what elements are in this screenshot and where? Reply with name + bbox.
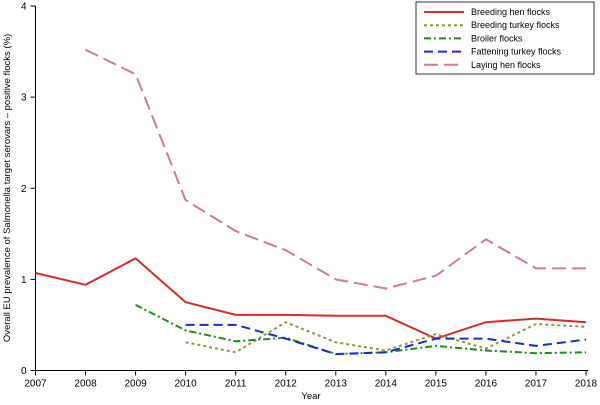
y-axis-ticks: 0 1 2 3 4 bbox=[21, 2, 36, 377]
x-tick-label-2013: 2013 bbox=[325, 379, 348, 390]
x-tick-label-2018: 2018 bbox=[575, 379, 598, 390]
x-tick-label-2016: 2016 bbox=[475, 379, 498, 390]
legend-label-breeding-hen-flocks: Breeding hen flocks bbox=[471, 7, 551, 17]
series-line-breeding-turkey-flocks bbox=[185, 321, 587, 354]
x-tick-label-2017: 2017 bbox=[525, 379, 548, 390]
series-line-breeding-hen-flocks bbox=[35, 257, 587, 340]
legend-items: Breeding hen flocks Breeding turkey flock… bbox=[424, 7, 562, 70]
y-tick-label-3: 3 bbox=[21, 93, 27, 104]
y-axis-title: Overall EU prevalence of Salmonella targ… bbox=[2, 34, 13, 342]
legend-label-breeding-turkey-flocks: Breeding turkey flocks bbox=[471, 20, 560, 30]
x-tick-label-2014: 2014 bbox=[375, 379, 398, 390]
series-line-broiler-flocks bbox=[135, 304, 587, 356]
x-axis-ticks: 2007 2008 2009 2010 2011 2012 2013 2014 2015 2016… bbox=[24, 370, 598, 390]
x-tick-label-2009: 2009 bbox=[124, 379, 147, 390]
x-tick-label-2007: 2007 bbox=[24, 379, 47, 390]
y-tick-label-0: 0 bbox=[21, 366, 27, 377]
series-layer bbox=[35, 48, 587, 356]
y-tick-label-2: 2 bbox=[21, 184, 27, 195]
x-tick-label-2008: 2008 bbox=[74, 379, 97, 390]
x-tick-label-2010: 2010 bbox=[175, 379, 198, 390]
series-line-laying-hen-flocks bbox=[85, 48, 586, 290]
x-tick-label-2012: 2012 bbox=[275, 379, 298, 390]
legend-label-broiler-flocks: Broiler flocks bbox=[471, 33, 523, 43]
legend-label-laying-hen-flocks: Laying hen flocks bbox=[471, 60, 541, 70]
legend-label-fattening-turkey-flocks: Fattening turkey flocks bbox=[471, 47, 562, 57]
x-tick-label-2011: 2011 bbox=[225, 379, 247, 390]
x-tick-label-2015: 2015 bbox=[425, 379, 448, 390]
legend: Breeding hen flocks Breeding turkey flock… bbox=[415, 1, 595, 75]
series-line-fattening-turkey-flocks bbox=[185, 323, 587, 356]
y-tick-label-4: 4 bbox=[21, 2, 27, 13]
y-tick-label-1: 1 bbox=[21, 275, 27, 286]
x-axis-title: Year bbox=[301, 391, 320, 402]
